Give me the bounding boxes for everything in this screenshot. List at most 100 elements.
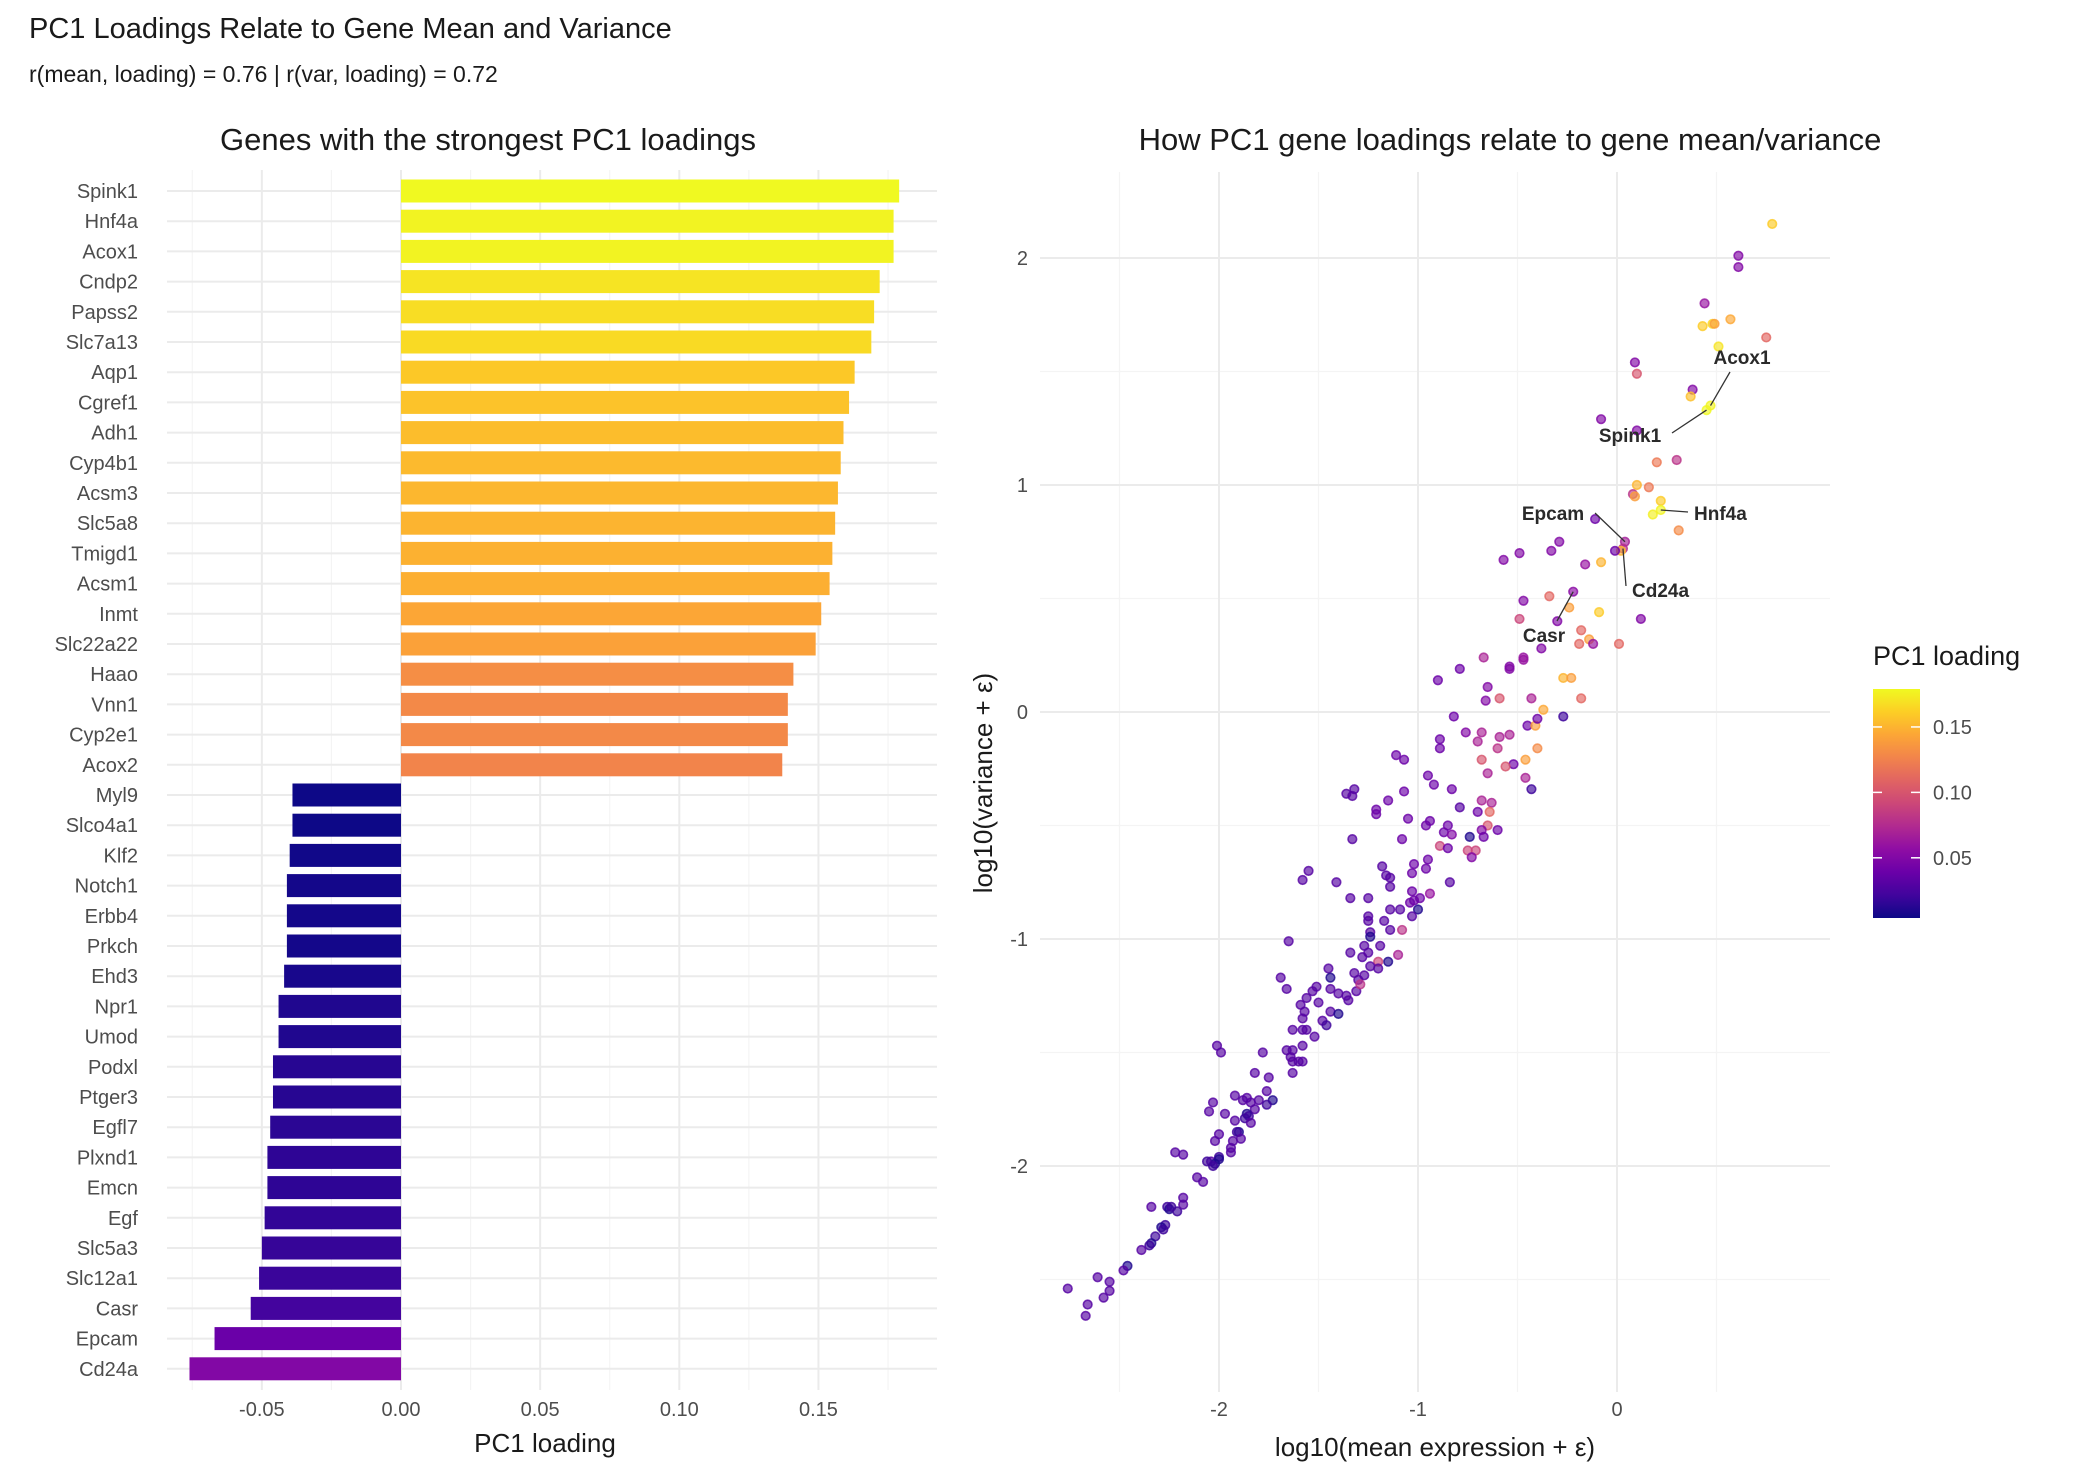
x-tick-label: 0 — [1611, 1399, 1622, 1421]
scatter-point — [1307, 986, 1318, 997]
scatter-point — [1363, 915, 1374, 926]
scatter-point — [1643, 482, 1654, 493]
scatter-point — [1345, 893, 1356, 904]
scatter-point — [1448, 711, 1459, 722]
y-tick-label: -2 — [1010, 1156, 1028, 1178]
scatter-point — [1080, 1310, 1091, 1321]
category-label: Slc22a22 — [55, 634, 138, 656]
scatter-panel: Acox1 Spink1 Hnf4a Epcam Cd24a Casr -2 -1 0 -2 -1… — [968, 122, 1881, 1462]
scatter-point — [1432, 675, 1443, 686]
scatter-point — [1464, 831, 1475, 842]
scatter-point — [1532, 743, 1543, 754]
x-tick-label: -2 — [1210, 1399, 1228, 1421]
scatter-point — [1629, 357, 1641, 368]
scatter-point — [1476, 795, 1487, 806]
colorbar — [1873, 689, 1920, 918]
bar-hnf4a — [401, 209, 894, 233]
scatter-gridlines — [1040, 172, 1830, 1392]
y-tick-label: -1 — [1010, 929, 1028, 951]
scatter-point — [1685, 391, 1696, 402]
category-label: Hnf4a — [85, 211, 139, 233]
scatter-point — [1325, 972, 1336, 983]
gene-label: Epcam — [1522, 504, 1584, 525]
scatter-point — [1313, 997, 1324, 1008]
scatter-point — [1402, 813, 1414, 824]
category-label: Adh1 — [91, 423, 138, 445]
scatter-point — [1725, 314, 1736, 325]
scatter-point — [1104, 1285, 1115, 1296]
category-label: Haao — [90, 664, 138, 686]
scatter-point — [1434, 734, 1445, 745]
bar-slc22a22 — [401, 632, 816, 656]
scatter-point — [1576, 625, 1587, 636]
scatter-y-axis-title: log10(variance + ε) — [968, 673, 998, 893]
bar-haao — [401, 662, 794, 686]
label-connector — [1671, 409, 1707, 434]
category-label: Vnn1 — [91, 694, 138, 716]
scatter-point — [1484, 806, 1495, 817]
scatter-point — [1454, 663, 1465, 674]
scatter-point — [1144, 1240, 1155, 1251]
scatter-point — [1406, 911, 1418, 922]
category-label: Cyp4b1 — [69, 453, 138, 475]
bar-papss2 — [401, 300, 875, 324]
scatter-point — [1385, 924, 1396, 936]
scatter-point — [1514, 547, 1525, 559]
scatter-point — [1422, 770, 1434, 781]
scatter-point — [1297, 1056, 1308, 1067]
scatter-point — [1331, 877, 1342, 888]
scatter-point — [1498, 554, 1509, 566]
scatter-point — [1118, 1265, 1129, 1276]
category-label: Slco4a1 — [66, 815, 138, 837]
scatter-point — [1504, 661, 1515, 672]
category-label: Inmt — [99, 604, 138, 626]
category-label: Slc7a13 — [66, 332, 138, 354]
scatter-point — [1377, 861, 1388, 872]
bar-cndp2 — [401, 270, 880, 294]
category-label: Spink1 — [77, 181, 138, 203]
scatter-point — [1158, 1224, 1169, 1235]
bar-umod — [278, 1025, 401, 1049]
bar-cyp4b1 — [401, 451, 841, 475]
category-label: Acsm1 — [77, 574, 138, 596]
scatter-point — [1590, 513, 1601, 525]
bar-plxnd1 — [267, 1145, 401, 1169]
figure-subtitle: r(mean, loading) = 0.76 | r(var, loading… — [29, 61, 498, 87]
bar-aqp1 — [401, 360, 855, 384]
label-connector — [1660, 509, 1689, 513]
scatter-point — [1526, 784, 1537, 795]
scatter-point — [1733, 250, 1744, 261]
scatter-point — [1178, 1149, 1189, 1160]
scatter-point — [1275, 972, 1286, 983]
bar-series — [189, 179, 900, 1381]
scatter-point — [1472, 806, 1483, 817]
scatter-point — [1422, 854, 1434, 865]
bar-emcn — [267, 1176, 401, 1200]
scatter-point — [1647, 509, 1658, 520]
bar-egf — [264, 1206, 401, 1230]
y-tick-label: 2 — [1017, 248, 1028, 270]
scatter-point — [1424, 888, 1436, 899]
category-label: Slc5a8 — [77, 513, 138, 535]
bar-acsm3 — [401, 481, 838, 505]
bar-egfl7 — [270, 1115, 401, 1139]
category-label: Egfl7 — [92, 1117, 138, 1139]
scatter-point — [1219, 1108, 1231, 1119]
y-tick-label: 0 — [1017, 702, 1028, 724]
gene-label: Casr — [1523, 626, 1566, 647]
scatter-point — [1520, 772, 1531, 783]
x-tick-label: 0.15 — [799, 1399, 838, 1421]
bar-ehd3 — [284, 964, 401, 988]
scatter-point — [1476, 754, 1487, 765]
bar-tmigd1 — [401, 541, 833, 565]
category-label: Notch1 — [75, 876, 138, 898]
category-label: Acsm3 — [77, 483, 138, 505]
scatter-point — [1472, 736, 1483, 747]
scatter-point — [1263, 1072, 1274, 1083]
scatter-point — [1406, 868, 1418, 879]
category-label: Plxnd1 — [77, 1147, 138, 1169]
scatter-point — [1257, 1047, 1268, 1058]
scatter-point — [1396, 834, 1408, 845]
scatter-point — [1526, 693, 1537, 704]
scatter-point — [1347, 790, 1358, 802]
